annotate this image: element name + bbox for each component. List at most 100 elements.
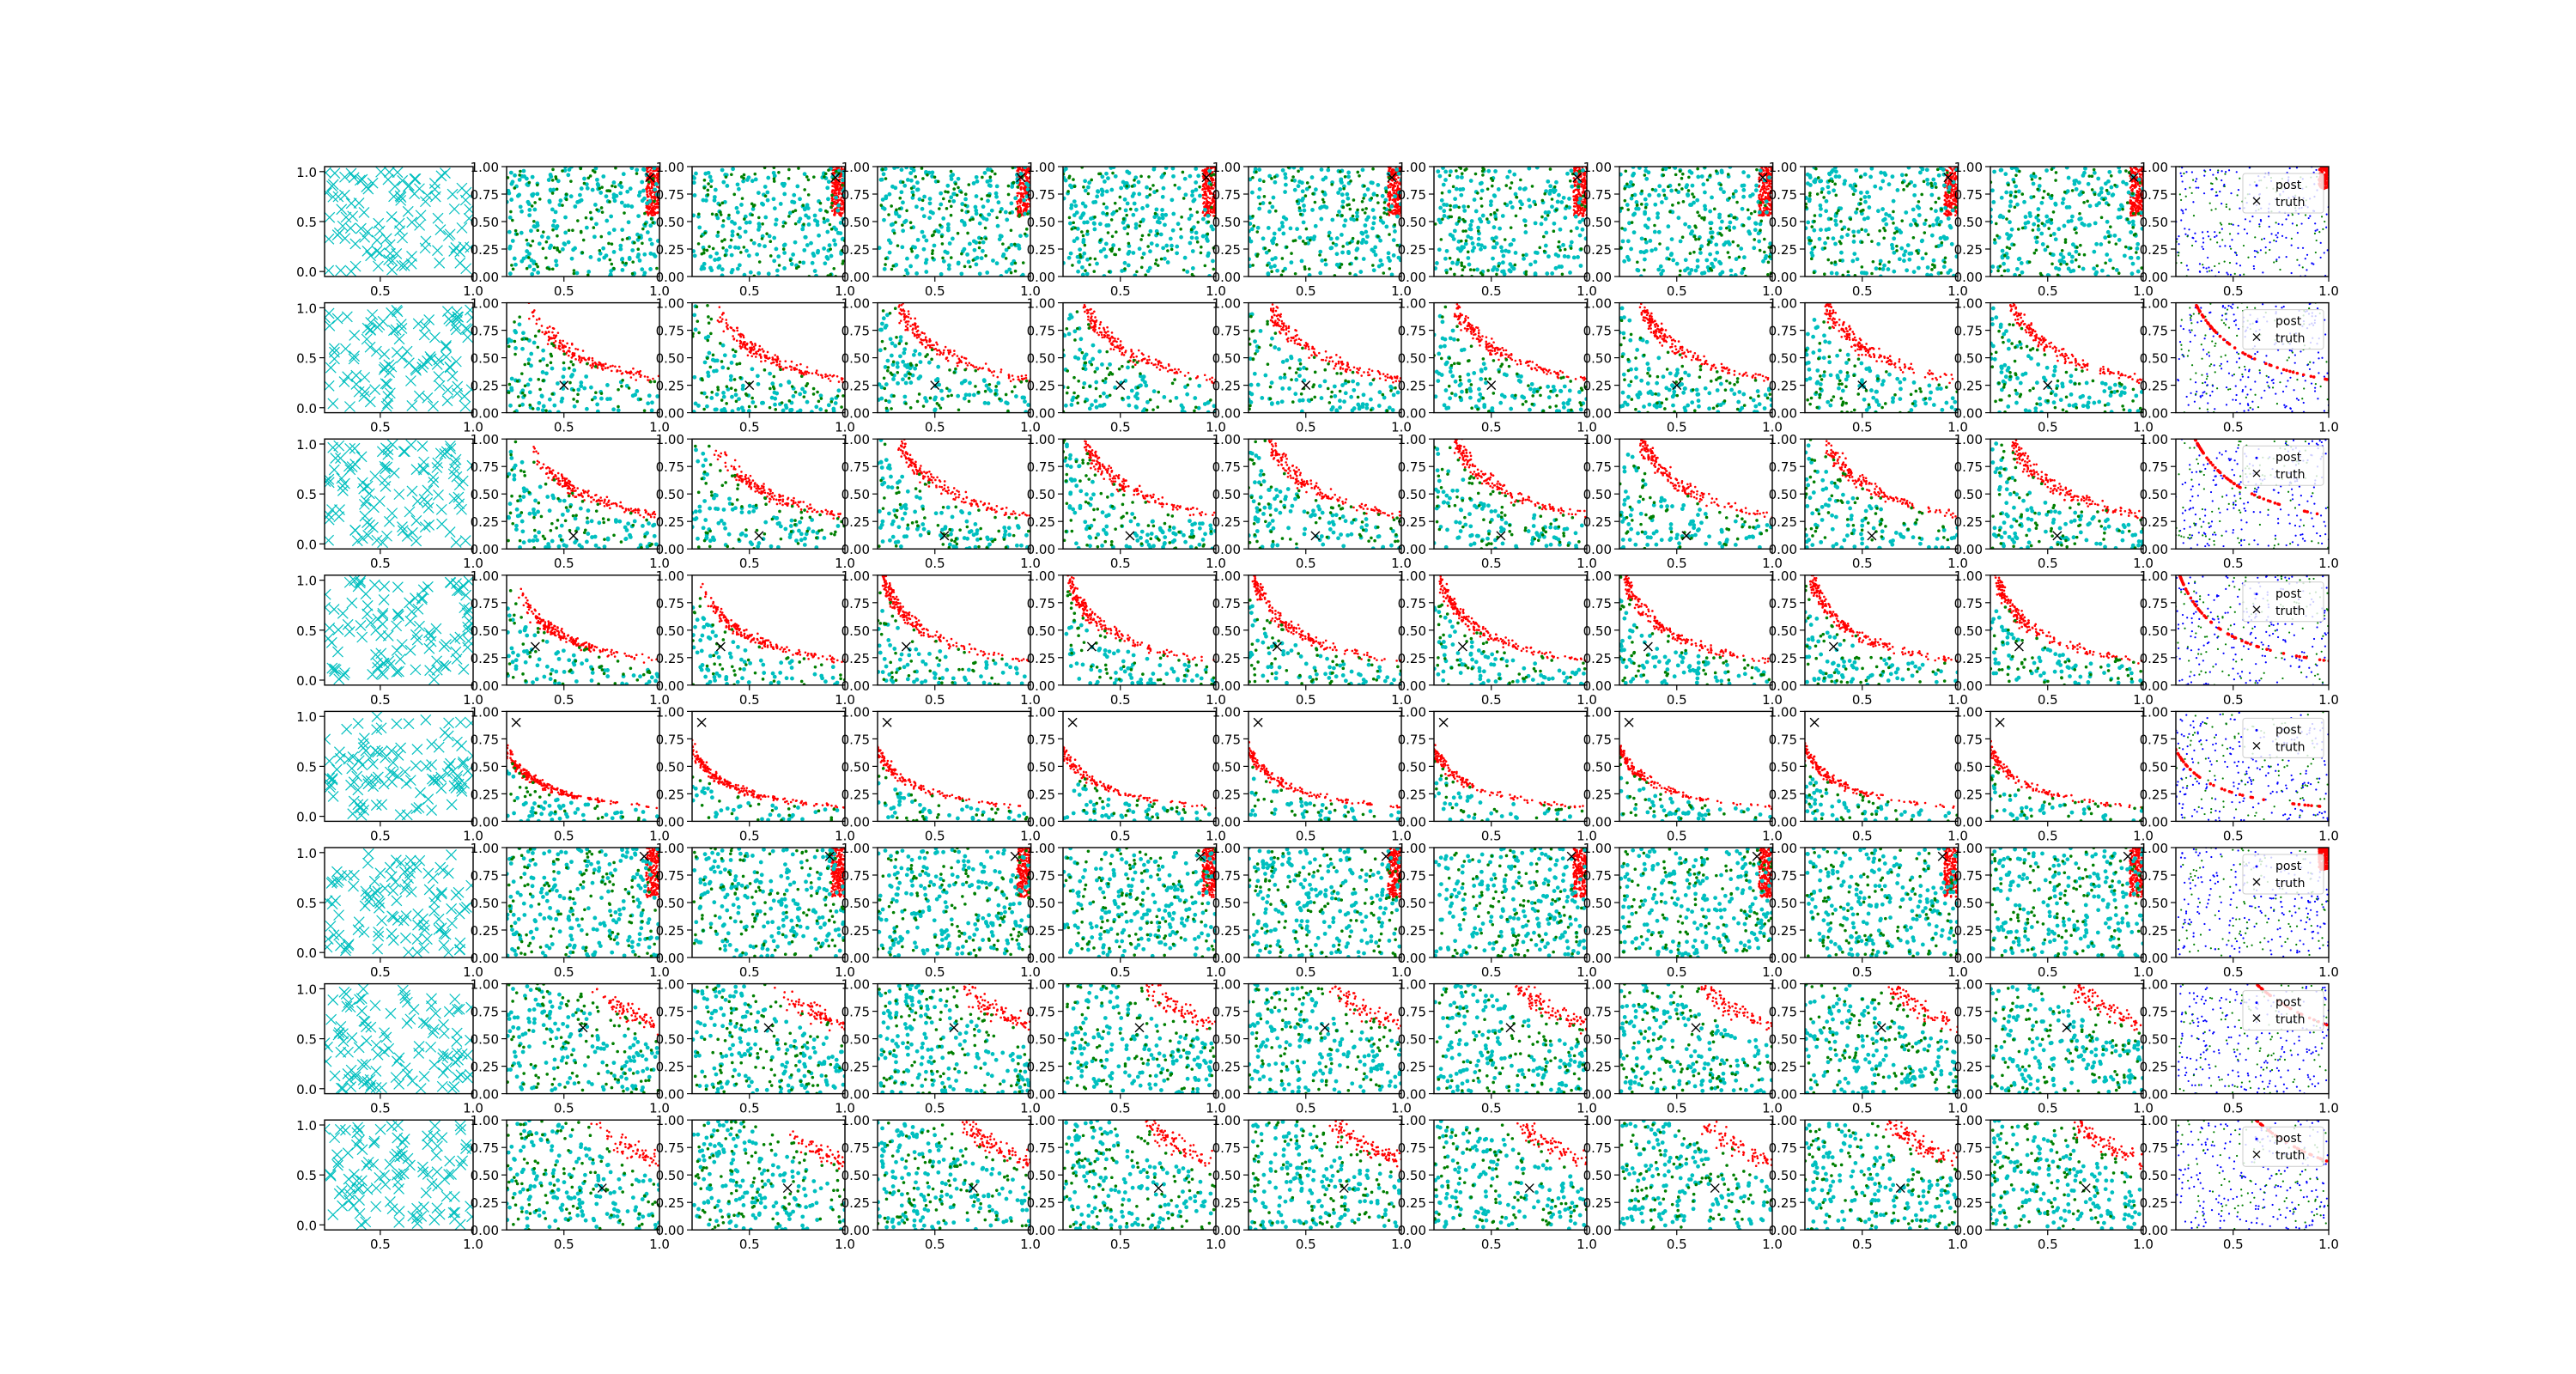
posterior-sample-point	[1217, 179, 1219, 182]
accepted-sample-point	[1191, 249, 1195, 253]
accepted-sample-point	[1371, 222, 1376, 226]
proposal-sample-point	[1728, 197, 1731, 200]
accepted-sample-point	[996, 200, 1000, 204]
proposal-sample-point	[807, 179, 811, 182]
proposal-sample-point	[1285, 246, 1289, 249]
proposal-sample-point	[1823, 272, 1826, 276]
proposal-sample-point	[712, 247, 715, 251]
accepted-sample-point	[549, 188, 553, 192]
accepted-sample-point	[629, 204, 634, 209]
accepted-sample-point	[988, 179, 993, 183]
accepted-sample-point	[1937, 173, 1941, 178]
proposal-sample-point	[1204, 264, 1207, 268]
accepted-sample-point	[1312, 234, 1316, 239]
accepted-sample-point	[946, 222, 951, 227]
posterior-sample-point	[1024, 190, 1026, 192]
posterior-sample-point	[659, 204, 662, 206]
accepted-sample-point	[1687, 271, 1692, 276]
proposal-sample-point	[1809, 239, 1813, 242]
posterior-sample-point	[1390, 171, 1393, 173]
accepted-sample-point	[995, 184, 999, 188]
accepted-sample-point	[928, 197, 933, 201]
accepted-sample-point	[1150, 241, 1154, 246]
accepted-sample-point	[804, 214, 808, 218]
accepted-sample-point	[1722, 190, 1726, 194]
posterior-sample-point	[1402, 177, 1405, 179]
proposal-sample-point	[1820, 191, 1824, 194]
accepted-sample-point	[1933, 182, 1937, 186]
proposal-sample-point	[1340, 214, 1344, 217]
posterior-sample-point	[1202, 197, 1205, 199]
accepted-sample-point	[1476, 242, 1480, 246]
proposal-sample-point	[1266, 264, 1269, 267]
proposal-sample-point	[1546, 214, 1550, 217]
accepted-sample-point	[536, 223, 540, 228]
accepted-sample-point	[1832, 188, 1836, 192]
accepted-sample-point	[1198, 194, 1202, 198]
accepted-sample-point	[1159, 233, 1163, 237]
accepted-sample-point	[1754, 184, 1759, 188]
proposal-sample-point	[614, 185, 617, 189]
accepted-sample-point	[1708, 210, 1712, 214]
proposal-sample-point	[1007, 246, 1011, 250]
posterior-sample-point	[1587, 204, 1589, 206]
posterior-sample-point	[831, 210, 834, 212]
accepted-sample-point	[1346, 250, 1351, 254]
accepted-sample-point	[901, 200, 905, 204]
proposal-sample-point	[1456, 258, 1460, 262]
accepted-sample-point	[1902, 258, 1906, 263]
proposal-sample-point	[1066, 190, 1070, 193]
accepted-sample-point	[1266, 271, 1270, 276]
accepted-sample-point	[1443, 178, 1448, 182]
proposal-sample-point	[890, 204, 893, 208]
posterior-sample-point	[1395, 182, 1398, 185]
accepted-sample-point	[974, 205, 978, 210]
proposal-sample-point	[512, 268, 515, 271]
posterior-sample-point	[649, 169, 652, 172]
posterior-sample-point	[834, 213, 836, 216]
proposal-sample-point	[1698, 238, 1701, 241]
posterior-sample-point	[1760, 196, 1763, 198]
accepted-sample-point	[828, 243, 832, 247]
proposal-sample-point	[887, 213, 890, 216]
accepted-sample-point	[532, 224, 537, 228]
proposal-sample-point	[781, 225, 785, 228]
proposal-sample-point	[826, 210, 829, 214]
prior-sample-marker	[415, 220, 425, 230]
accepted-sample-point	[605, 219, 609, 223]
accepted-sample-point	[1809, 251, 1814, 255]
proposal-sample-point	[1264, 246, 1267, 250]
accepted-sample-point	[1642, 250, 1646, 254]
accepted-sample-point	[1310, 175, 1315, 179]
accepted-sample-point	[522, 169, 526, 173]
proposal-sample-point	[1870, 272, 1874, 276]
accepted-sample-point	[1742, 255, 1747, 259]
accepted-sample-point	[1898, 257, 1902, 261]
proposal-sample-point	[1718, 232, 1722, 235]
accepted-sample-point	[1104, 241, 1109, 246]
accepted-sample-point	[1125, 169, 1129, 173]
accepted-sample-point	[1437, 247, 1442, 252]
accepted-sample-point	[571, 247, 575, 252]
posterior-sample-point	[1583, 177, 1586, 179]
proposal-sample-point	[1908, 182, 1911, 185]
accepted-sample-point	[1009, 201, 1013, 205]
accepted-sample-point	[1714, 242, 1718, 246]
proposal-sample-point	[1084, 269, 1087, 272]
accepted-sample-point	[1534, 221, 1538, 225]
accepted-sample-point	[1905, 268, 1909, 272]
accepted-sample-point	[1297, 184, 1301, 188]
proposal-sample-point	[1274, 210, 1278, 213]
posterior-sample-point	[1024, 204, 1026, 207]
proposal-sample-point	[631, 272, 635, 276]
proposal-sample-point	[750, 203, 754, 206]
proposal-sample-point	[1943, 261, 1947, 264]
accepted-sample-point	[580, 186, 584, 191]
posterior-sample-point	[1576, 204, 1578, 207]
proposal-sample-point	[1643, 238, 1647, 241]
accepted-sample-point	[568, 167, 572, 172]
accepted-sample-point	[967, 260, 971, 264]
posterior-sample-point	[1031, 207, 1034, 210]
proposal-sample-point	[827, 168, 830, 172]
accepted-sample-point	[1085, 220, 1090, 224]
